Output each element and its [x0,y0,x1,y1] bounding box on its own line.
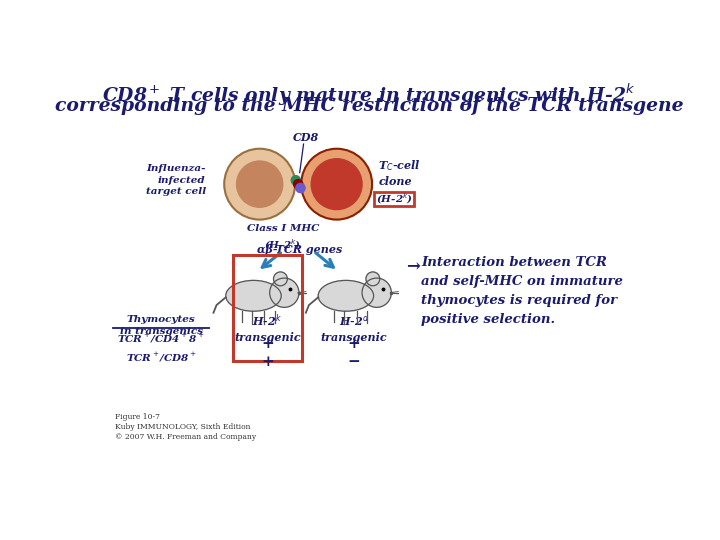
Text: Interaction between TCR
and self-MHC on immature
thymocytes is required for
posi: Interaction between TCR and self-MHC on … [421,256,624,326]
Circle shape [274,272,287,286]
Text: T$_C$-cell
clone: T$_C$-cell clone [378,158,421,187]
Text: CD8: CD8 [293,132,319,143]
Ellipse shape [318,280,374,311]
Text: H-2$^d$
transgenic: H-2$^d$ transgenic [320,313,387,343]
Text: Figure 10-7
Kuby IMMUNOLOGY, Sixth Edition
© 2007 W.H. Freeman and Company: Figure 10-7 Kuby IMMUNOLOGY, Sixth Editi… [115,413,256,441]
Bar [233,255,302,361]
Text: αβ-TCR genes: αβ-TCR genes [257,244,342,255]
Circle shape [224,148,295,220]
Text: Influenza-
infected
target cell: Influenza- infected target cell [145,164,206,196]
Text: corresponding to the MHC restriction of the TCR transgene: corresponding to the MHC restriction of … [55,97,683,115]
Text: +: + [261,355,274,369]
Text: +: + [261,338,274,352]
Text: +: + [347,338,360,352]
Text: CD8$^+$ T cells only mature in transgenics with H-2$^k$: CD8$^+$ T cells only mature in transgeni… [102,82,636,108]
Text: →: → [406,257,420,274]
Text: (H-2$^k$): (H-2$^k$) [376,191,413,206]
Text: −: − [347,355,360,369]
Circle shape [237,161,283,207]
Circle shape [362,278,392,307]
Ellipse shape [226,280,282,311]
Text: TCR$^+$/CD8$^+$: TCR$^+$/CD8$^+$ [125,351,197,364]
Circle shape [366,272,379,286]
Circle shape [294,179,303,189]
Circle shape [296,184,305,193]
Circle shape [291,176,300,185]
Circle shape [301,148,372,220]
Circle shape [311,159,362,210]
Circle shape [270,278,299,307]
Bar [374,192,415,206]
Text: Thymocytes
in transgenics: Thymocytes in transgenics [120,315,202,335]
Text: TCR$^+$/CD4$^+$8$^+$: TCR$^+$/CD4$^+$8$^+$ [117,332,205,345]
Text: H-2$^k$
transgenic: H-2$^k$ transgenic [234,313,301,343]
Text: Class I MHC
(H-2$^k$): Class I MHC (H-2$^k$) [246,224,319,252]
